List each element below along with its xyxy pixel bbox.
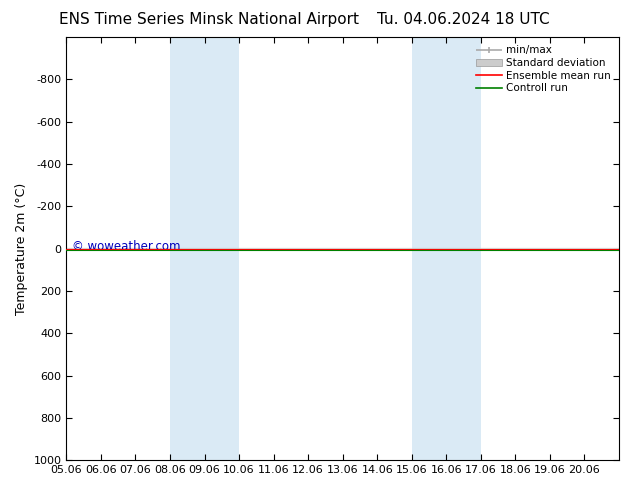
Text: ENS Time Series Minsk National Airport: ENS Time Series Minsk National Airport [59, 12, 359, 27]
Bar [170, 37, 239, 460]
Text: © woweather.com: © woweather.com [72, 240, 181, 253]
Legend: min/max, Standard deviation, Ensemble mean run, Controll run: min/max, Standard deviation, Ensemble me… [472, 42, 614, 97]
Text: Tu. 04.06.2024 18 UTC: Tu. 04.06.2024 18 UTC [377, 12, 549, 27]
Y-axis label: Temperature 2m (°C): Temperature 2m (°C) [15, 182, 28, 315]
Bar [411, 37, 481, 460]
